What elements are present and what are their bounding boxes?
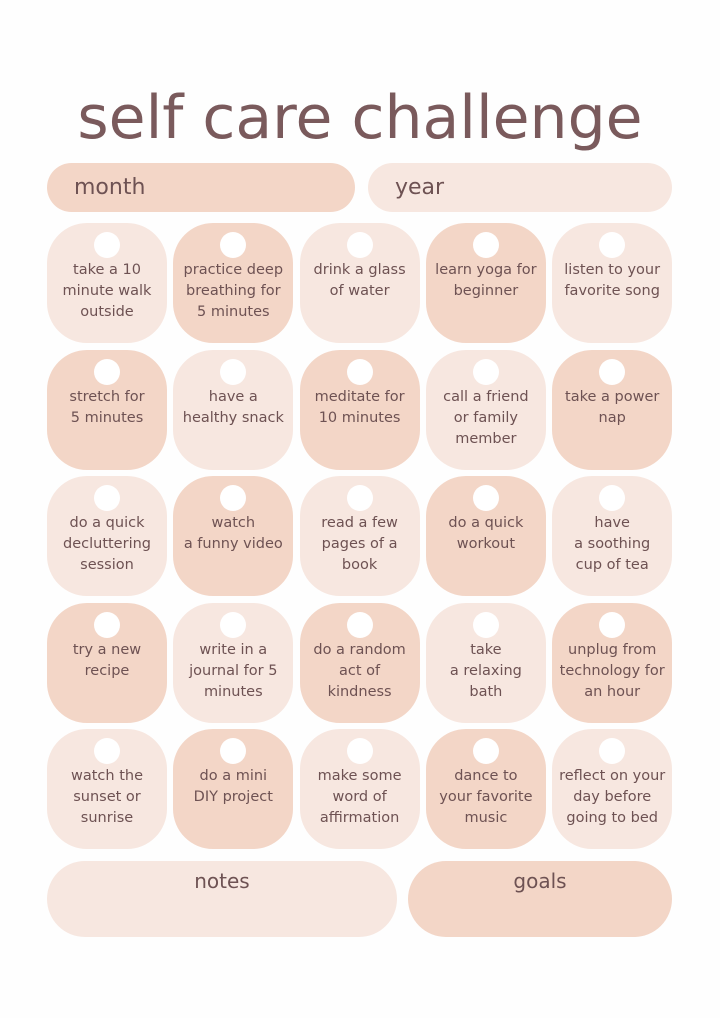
challenge-card[interactable]: watch the sunset or sunrise bbox=[47, 729, 167, 849]
challenge-text: have a soothing cup of tea bbox=[574, 515, 651, 573]
checkbox-circle-icon[interactable] bbox=[472, 611, 499, 638]
checkbox-circle-icon[interactable] bbox=[599, 485, 626, 511]
challenge-card[interactable]: take a power nap bbox=[552, 349, 673, 470]
challenge-text: meditate for 10 minutes bbox=[314, 388, 405, 426]
challenge-text: write in a journal for 5 minutes bbox=[189, 641, 278, 700]
challenge-card[interactable]: watch a funny video bbox=[173, 476, 294, 596]
checkbox-circle-icon[interactable] bbox=[94, 738, 120, 764]
challenge-card[interactable]: take a 10 minute walk outside bbox=[47, 223, 167, 343]
checkbox-circle-icon[interactable] bbox=[346, 611, 373, 638]
challenge-card[interactable]: do a quick workout bbox=[425, 476, 546, 596]
challenge-text: take a 10 minute walk outside bbox=[62, 262, 152, 320]
checkbox-circle-icon[interactable] bbox=[94, 611, 120, 638]
checkbox-circle-icon[interactable] bbox=[220, 358, 247, 385]
page-title: self care challenge bbox=[77, 83, 643, 153]
challenge-text: do a quick workout bbox=[448, 515, 524, 552]
notes-label: notes bbox=[194, 869, 250, 893]
challenge-text: do a mini DIY project bbox=[193, 768, 273, 805]
challenge-card[interactable]: learn yoga for beginner bbox=[425, 223, 546, 343]
challenge-text: watch the sunset or sunrise bbox=[71, 768, 143, 826]
challenge-card[interactable]: do a quick decluttering session bbox=[47, 476, 167, 596]
challenge-card[interactable]: have a soothing cup of tea bbox=[552, 476, 673, 596]
challenge-card[interactable]: stretch for 5 minutes bbox=[47, 349, 167, 470]
challenge-text: do a quick decluttering session bbox=[63, 515, 151, 573]
challenge-card[interactable]: listen to your favorite song bbox=[552, 223, 673, 343]
challenge-card[interactable]: have a healthy snack bbox=[173, 349, 294, 470]
checkbox-circle-icon[interactable] bbox=[599, 738, 626, 764]
notes-box[interactable]: notes bbox=[47, 861, 397, 937]
challenge-text: learn yoga for beginner bbox=[435, 262, 537, 299]
checkbox-circle-icon[interactable] bbox=[220, 738, 247, 764]
challenge-text: watch a funny video bbox=[183, 515, 283, 552]
goals-box[interactable]: goals bbox=[408, 861, 672, 937]
challenge-card[interactable]: take a relaxing bath bbox=[425, 602, 546, 723]
challenge-text: call a friend or family member bbox=[443, 388, 529, 447]
checkbox-circle-icon[interactable] bbox=[472, 738, 499, 764]
challenge-card[interactable]: drink a glass of water bbox=[299, 223, 420, 343]
checkbox-circle-icon[interactable] bbox=[346, 358, 373, 385]
checkbox-circle-icon[interactable] bbox=[599, 232, 626, 258]
challenge-card[interactable]: unplug from technology for an hour bbox=[552, 602, 673, 723]
challenge-card[interactable]: call a friend or family member bbox=[425, 349, 546, 470]
challenge-card[interactable]: try a new recipe bbox=[47, 602, 167, 723]
checkbox-circle-icon[interactable] bbox=[220, 485, 247, 511]
challenge-card[interactable]: do a mini DIY project bbox=[173, 729, 294, 849]
challenge-text: take a power nap bbox=[565, 388, 660, 426]
month-label: month bbox=[74, 175, 146, 200]
challenge-card[interactable]: meditate for 10 minutes bbox=[299, 349, 420, 470]
checkbox-circle-icon[interactable] bbox=[220, 232, 247, 258]
checkbox-circle-icon[interactable] bbox=[472, 358, 499, 385]
challenge-text: try a new recipe bbox=[72, 641, 142, 679]
month-field[interactable]: month bbox=[47, 163, 355, 212]
challenge-text: practice deep breathing for 5 minutes bbox=[183, 262, 284, 320]
challenge-text: read a few pages of a book bbox=[321, 515, 398, 573]
checkbox-circle-icon[interactable] bbox=[346, 485, 373, 511]
challenge-card[interactable]: dance to your favorite music bbox=[425, 729, 546, 849]
year-field[interactable]: year bbox=[368, 163, 672, 212]
challenge-card[interactable]: write in a journal for 5 minutes bbox=[173, 602, 294, 723]
challenge-card[interactable]: reflect on your day before going to bed bbox=[552, 729, 673, 849]
challenge-text: make some word of affirmation bbox=[317, 768, 402, 826]
checkbox-circle-icon[interactable] bbox=[346, 738, 373, 764]
year-label: year bbox=[395, 175, 445, 200]
goals-label: goals bbox=[513, 869, 567, 893]
challenge-text: stretch for 5 minutes bbox=[69, 388, 145, 426]
checkbox-circle-icon[interactable] bbox=[94, 358, 120, 385]
checkbox-circle-icon[interactable] bbox=[94, 485, 120, 511]
challenge-text: take a relaxing bath bbox=[449, 641, 522, 700]
checkbox-circle-icon[interactable] bbox=[346, 232, 373, 258]
checkbox-circle-icon[interactable] bbox=[472, 485, 499, 511]
challenge-card[interactable]: read a few pages of a book bbox=[299, 476, 420, 596]
challenge-text: have a healthy snack bbox=[182, 388, 284, 426]
challenge-card[interactable]: make some word of affirmation bbox=[299, 729, 420, 849]
checkbox-circle-icon[interactable] bbox=[472, 232, 499, 258]
checkbox-circle-icon[interactable] bbox=[220, 611, 247, 638]
challenge-text: dance to your favorite music bbox=[439, 768, 533, 826]
checkbox-circle-icon[interactable] bbox=[94, 232, 120, 258]
challenge-grid: take a 10 minute walk outside practice d… bbox=[47, 223, 673, 849]
challenge-text: listen to your favorite song bbox=[564, 262, 661, 299]
challenge-text: drink a glass of water bbox=[313, 262, 406, 299]
challenge-text: unplug from technology for an hour bbox=[559, 641, 665, 700]
challenge-card[interactable]: do a random act of kindness bbox=[299, 602, 420, 723]
challenge-text: reflect on your day before going to bed bbox=[559, 768, 666, 826]
challenge-text: do a random act of kindness bbox=[313, 641, 406, 700]
checkbox-circle-icon[interactable] bbox=[599, 611, 626, 638]
challenge-card[interactable]: practice deep breathing for 5 minutes bbox=[173, 223, 294, 343]
checkbox-circle-icon[interactable] bbox=[599, 358, 626, 385]
